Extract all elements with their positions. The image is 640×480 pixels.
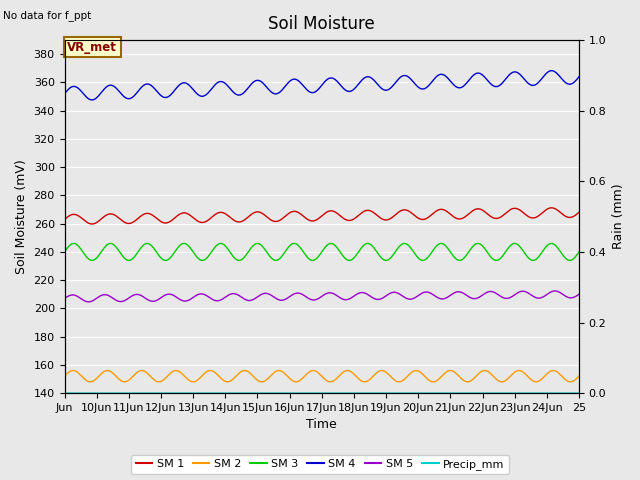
Y-axis label: Rain (mm): Rain (mm): [612, 184, 625, 250]
Title: Soil Moisture: Soil Moisture: [268, 15, 375, 33]
Text: No data for f_ppt: No data for f_ppt: [3, 11, 92, 22]
X-axis label: Time: Time: [307, 419, 337, 432]
Text: VR_met: VR_met: [67, 41, 117, 54]
Y-axis label: Soil Moisture (mV): Soil Moisture (mV): [15, 159, 28, 274]
Legend: SM 1, SM 2, SM 3, SM 4, SM 5, Precip_mm: SM 1, SM 2, SM 3, SM 4, SM 5, Precip_mm: [131, 455, 509, 474]
